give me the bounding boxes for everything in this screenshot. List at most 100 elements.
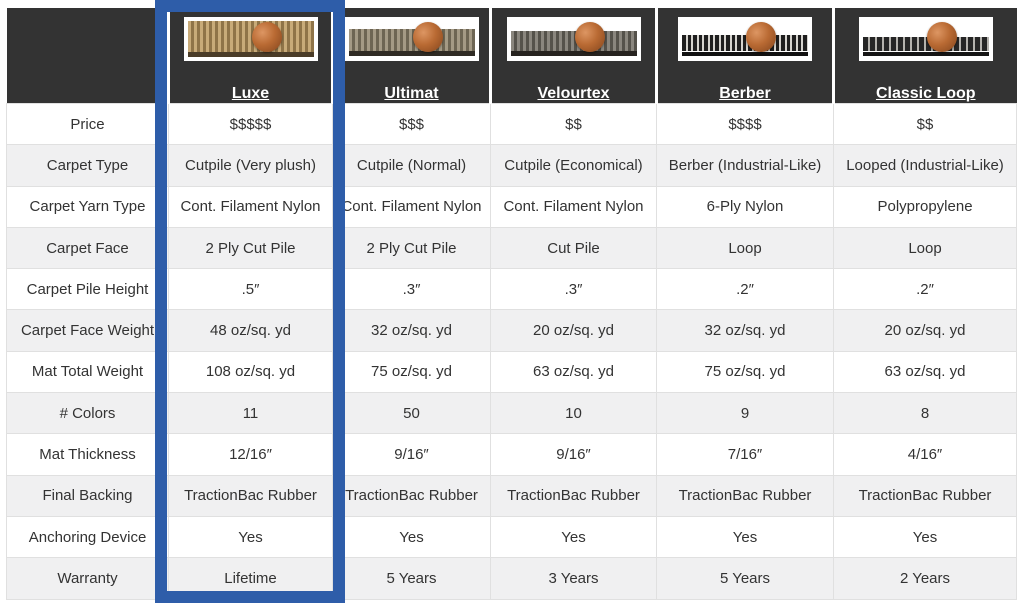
- penny-icon: [574, 22, 605, 52]
- penny-icon: [746, 22, 777, 52]
- carpet-pile-texture: [862, 37, 989, 51]
- carpet-backing-strip: [682, 52, 808, 56]
- cell-value: 20 oz/sq. yd: [490, 309, 657, 352]
- cell-value: Lifetime: [168, 557, 333, 600]
- cell-value: 108 oz/sq. yd: [168, 350, 333, 394]
- cell-value: 9/16″: [332, 433, 491, 476]
- cell-value: .3″: [332, 268, 491, 311]
- cell-value: TractionBac Rubber: [833, 474, 1017, 517]
- cell-value: 11: [168, 392, 333, 435]
- cell-value: 32 oz/sq. yd: [332, 309, 491, 352]
- cell-value: 2 Years: [833, 557, 1017, 600]
- cell-value: Polypropylene: [833, 185, 1017, 228]
- cell-value: Loop: [833, 226, 1017, 270]
- cell-value: 10: [490, 392, 657, 435]
- cell-value: 20 oz/sq. yd: [833, 309, 1017, 352]
- cell-value: Yes: [833, 515, 1017, 559]
- cell-value: TractionBac Rubber: [168, 474, 333, 517]
- carpet-backing-strip: [510, 51, 637, 56]
- cell-value: Cut Pile: [490, 226, 657, 270]
- cell-value: TractionBac Rubber: [656, 474, 834, 517]
- table-row: Warranty Lifetime 5 Years 3 Years 5 Years 2 Y…: [6, 557, 1017, 600]
- table-row: Mat Total Weight 108 oz/sq. yd 75 oz/sq. y…: [6, 350, 1017, 394]
- header-row: Luxe Ultimat Velourt: [6, 8, 1017, 104]
- table-row: Carpet Face Weight 48 oz/sq. yd 32 oz/sq. …: [6, 309, 1017, 352]
- cell-value: .2″: [833, 268, 1017, 311]
- table-row: Price $$$$$ $$$ $$ $$$$ $$: [6, 102, 1017, 146]
- row-label: Anchoring Device: [6, 515, 169, 559]
- cell-value: 63 oz/sq. yd: [490, 350, 657, 394]
- cell-value: 48 oz/sq. yd: [168, 309, 333, 352]
- cell-value: 75 oz/sq. yd: [332, 350, 491, 394]
- carpet-pile-texture: [510, 31, 637, 51]
- cell-value: Yes: [168, 515, 333, 559]
- product-column-ultimat: Ultimat: [331, 8, 491, 104]
- carpet-pile-texture: [187, 21, 314, 52]
- row-label: Final Backing: [6, 474, 169, 517]
- row-label: Carpet Face: [6, 226, 169, 270]
- cell-value: TractionBac Rubber: [490, 474, 657, 517]
- table-row: Anchoring Device Yes Yes Yes Yes Yes: [6, 515, 1017, 559]
- table-row: # Colors 11 50 10 9 8: [6, 392, 1017, 435]
- cell-value: 7/16″: [656, 433, 834, 476]
- carpet-sample-image-ultimat[interactable]: [344, 17, 479, 61]
- cell-value: 3 Years: [490, 557, 657, 600]
- cell-value: $$$$: [656, 102, 834, 146]
- cell-value: Yes: [332, 515, 491, 559]
- carpet-sample-image-berber[interactable]: [678, 17, 812, 61]
- table-row: Carpet Yarn Type Cont. Filament Nylon Cont…: [6, 185, 1017, 228]
- product-link-ultimat[interactable]: Ultimat: [384, 85, 439, 102]
- row-label: Carpet Pile Height: [6, 268, 169, 311]
- table-body: Price $$$$$ $$$ $$ $$$$ $$ Carpet Type Cutpile …: [6, 102, 1017, 600]
- product-column-berber: Berber: [655, 8, 834, 104]
- table-row: Carpet Face 2 Ply Cut Pile 2 Ply Cut Pile C…: [6, 226, 1017, 270]
- cell-value: 63 oz/sq. yd: [833, 350, 1017, 394]
- cell-value: Cutpile (Very plush): [168, 144, 333, 187]
- row-label: Mat Total Weight: [6, 350, 169, 394]
- cell-value: Yes: [490, 515, 657, 559]
- cell-value: 5 Years: [332, 557, 491, 600]
- carpet-sample-image-luxe[interactable]: [183, 17, 318, 61]
- carpet-pile-texture: [682, 35, 808, 51]
- cell-value: Berber (Industrial-Like): [656, 144, 834, 187]
- product-link-classic-loop[interactable]: Classic Loop: [875, 85, 976, 102]
- cell-value: 12/16″: [168, 433, 333, 476]
- cell-value: 4/16″: [833, 433, 1017, 476]
- cell-value: Cutpile (Normal): [332, 144, 491, 187]
- cell-value: TractionBac Rubber: [332, 474, 491, 517]
- cell-value: $$$$$: [168, 102, 333, 146]
- cell-value: .5″: [168, 268, 333, 311]
- cell-value: Cont. Filament Nylon: [490, 185, 657, 228]
- row-label: Mat Thickness: [6, 433, 169, 476]
- cell-value: 8: [833, 392, 1017, 435]
- cell-value: 50: [332, 392, 491, 435]
- cell-value: .2″: [656, 268, 834, 311]
- product-link-luxe[interactable]: Luxe: [231, 85, 270, 102]
- cell-value: $$: [833, 102, 1017, 146]
- table-row: Final Backing TractionBac Rubber TractionB…: [6, 474, 1017, 517]
- cell-value: 9/16″: [490, 433, 657, 476]
- cell-value: Cutpile (Economical): [490, 144, 657, 187]
- cell-value: 2 Ply Cut Pile: [332, 226, 491, 270]
- cell-value: Cont. Filament Nylon: [168, 185, 333, 228]
- carpet-backing-strip: [348, 51, 475, 56]
- cell-value: $$: [490, 102, 657, 146]
- penny-icon: [251, 22, 282, 52]
- product-link-velourtex[interactable]: Velourtex: [537, 85, 610, 102]
- carpet-sample-image-velourtex[interactable]: [506, 17, 641, 61]
- carpet-sample-image-classic-loop[interactable]: [858, 17, 993, 61]
- cell-value: $$$: [332, 102, 491, 146]
- product-comparison-table: Luxe Ultimat Velourt: [6, 8, 1017, 600]
- product-link-berber[interactable]: Berber: [719, 85, 771, 102]
- carpet-backing-strip: [862, 52, 989, 56]
- carpet-pile-texture: [348, 29, 475, 51]
- table-row: Carpet Pile Height .5″ .3″ .3″ .2″ .2″: [6, 268, 1017, 311]
- cell-value: Cont. Filament Nylon: [332, 185, 491, 228]
- row-label: Carpet Type: [6, 144, 169, 187]
- table-header: Luxe Ultimat Velourt: [6, 8, 1017, 104]
- cell-value: Loop: [656, 226, 834, 270]
- product-column-classic-loop: Classic Loop: [832, 8, 1017, 104]
- carpet-backing-strip: [187, 52, 314, 57]
- cell-value: .3″: [490, 268, 657, 311]
- product-column-luxe: Luxe: [167, 8, 333, 104]
